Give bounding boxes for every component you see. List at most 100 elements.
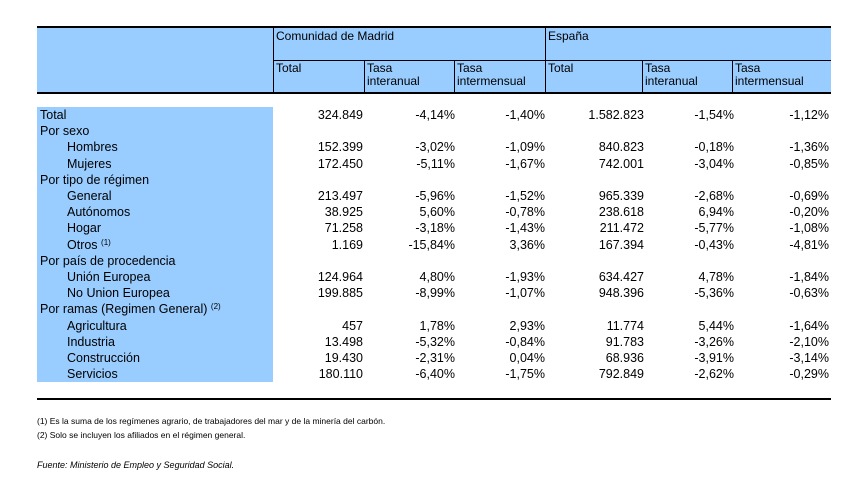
source-note: Fuente: Ministerio de Empleo y Seguridad… (37, 460, 235, 470)
row-value: -0,43% (694, 237, 734, 252)
row-label: Hombres (67, 140, 118, 155)
table-row: Servicios 180.110 -6,40% -1,75% 792.849 -2,62… (37, 366, 831, 382)
row-value: 792.849 (598, 367, 644, 382)
row-value: -1,54% (694, 108, 734, 122)
row-value: 68.936 (605, 351, 644, 365)
table-row: Unión Europea 124.964 4,80% -1,93% 634.427 4,… (37, 269, 831, 285)
row-value: -0,20% (789, 205, 829, 220)
row-value: 4,80% (419, 270, 455, 284)
row-label: Servicios (67, 367, 118, 382)
row-value: -2,62% (694, 367, 734, 382)
row-value: -1,36% (789, 140, 829, 155)
row-value: 324.849 (317, 108, 363, 122)
row-label: Por tipo de régimen (40, 172, 150, 187)
footnote-1: (1) Es la suma de los regímenes agrario,… (37, 416, 386, 426)
row-value: -0,84% (505, 334, 545, 349)
row-label: Mujeres (67, 156, 112, 171)
row-value: 3,36% (509, 237, 545, 252)
row-label: Hogar (67, 221, 102, 236)
label-column-background (37, 107, 273, 382)
row-label: Industria (67, 334, 115, 349)
row-value: 0,04% (509, 351, 545, 365)
row-label: Autónomos (67, 205, 131, 220)
espana-interanual-header: Tasa interanual (645, 61, 698, 88)
row-value: 13.498 (324, 334, 363, 349)
row-value: 4,78% (698, 270, 734, 284)
row-value: 213.497 (317, 189, 363, 203)
row-label: Unión Europea (67, 270, 151, 284)
header-divider (364, 60, 365, 92)
row-value: -3,02% (415, 140, 455, 155)
row-value: -5,36% (694, 286, 734, 301)
row-value: -1,40% (505, 108, 545, 122)
row-label: Agricultura (67, 318, 127, 333)
row-value: -2,10% (789, 334, 829, 349)
row-label: General (67, 189, 112, 203)
row-value: -1,64% (789, 318, 829, 333)
table-row: Por sexo (37, 123, 831, 139)
row-value: 124.964 (317, 270, 363, 284)
row-value: 5,60% (419, 205, 455, 220)
row-value: -1,67% (505, 156, 545, 171)
row-value: -8,99% (415, 286, 455, 301)
table-row: Industria 13.498 -5,32% -0,84% 91.783 -3,26% -… (37, 334, 831, 350)
row-value: 742.001 (598, 156, 644, 171)
header-divider (454, 60, 455, 92)
row-value: 1.582.823 (588, 108, 644, 122)
table-row: Hombres 152.399 -3,02% -1,09% 840.823 -0,18% -… (37, 139, 831, 155)
row-value: 6,94% (698, 205, 734, 220)
row-value: 457 (342, 318, 363, 333)
header-divider (273, 60, 831, 61)
row-value: -1,12% (789, 108, 829, 122)
row-value: 38.925 (324, 205, 363, 220)
row-label: Otros (1) (67, 237, 111, 252)
row-value: -1,75% (505, 367, 545, 382)
row-value: -1,93% (505, 270, 545, 284)
row-value: 211.472 (599, 221, 644, 236)
row-value: 19.430 (324, 351, 363, 365)
row-value: -4,81% (789, 237, 829, 252)
row-label: Por sexo (40, 124, 90, 139)
row-value: 152.399 (317, 140, 363, 155)
row-label: No Union Europea (67, 286, 170, 301)
row-value: -0,69% (789, 189, 829, 203)
header-divider (732, 60, 733, 92)
header-divider (642, 60, 643, 92)
row-value: -5,96% (415, 189, 455, 203)
row-value: 1,78% (419, 318, 455, 333)
table-row: General 213.497 -5,96% -1,52% 965.339 -2,68% -… (37, 188, 831, 204)
madrid-interanual-header: Tasa interanual (367, 61, 420, 88)
row-value: -1,43% (505, 221, 545, 236)
row-value: 71.258 (324, 221, 363, 236)
table-row: Autónomos 38.925 5,60% -0,78% 238.618 6,94% -0… (37, 204, 831, 220)
row-value: 634.427 (598, 270, 644, 284)
espana-intermensual-header: Tasa intermensual (735, 61, 804, 88)
madrid-total-header: Total (276, 61, 302, 75)
row-value: -5,77% (694, 221, 734, 236)
row-value: 180.110 (318, 367, 363, 382)
row-value: 965.339 (598, 189, 644, 203)
footnote-2: (2) Solo se incluyen los afiliados en el… (37, 430, 246, 440)
row-value: -4,14% (415, 108, 455, 122)
row-value: -5,11% (416, 156, 455, 171)
row-value: -3,91% (694, 351, 734, 365)
row-value: -2,68% (694, 189, 734, 203)
table-row: Construcción 19.430 -2,31% 0,04% 68.936 -3,91… (37, 350, 831, 366)
row-value: -0,63% (789, 286, 829, 301)
row-value: 5,44% (698, 318, 734, 333)
table-row: No Union Europea 199.885 -8,99% -1,07% 948.3… (37, 285, 831, 301)
row-value: -0,85% (789, 156, 829, 171)
row-value: -1,07% (505, 286, 545, 301)
row-value: -3,18% (415, 221, 455, 236)
row-label: Por ramas (Regimen General) (2) (40, 302, 221, 317)
row-value: -3,26% (694, 334, 734, 349)
row-value: 238.618 (598, 205, 644, 220)
row-value: -0,78% (505, 205, 545, 220)
row-value: -1,52% (505, 189, 545, 203)
row-value: -6,40% (415, 367, 455, 382)
region-madrid-header: Comunidad de Madrid (276, 29, 395, 43)
row-value: 840.823 (598, 140, 644, 155)
region-espana-header: España (548, 29, 589, 43)
table-row: Total 324.849 -4,14% -1,40% 1.582.823 -1,54% -… (37, 107, 831, 123)
row-value: -1,08% (789, 221, 829, 236)
